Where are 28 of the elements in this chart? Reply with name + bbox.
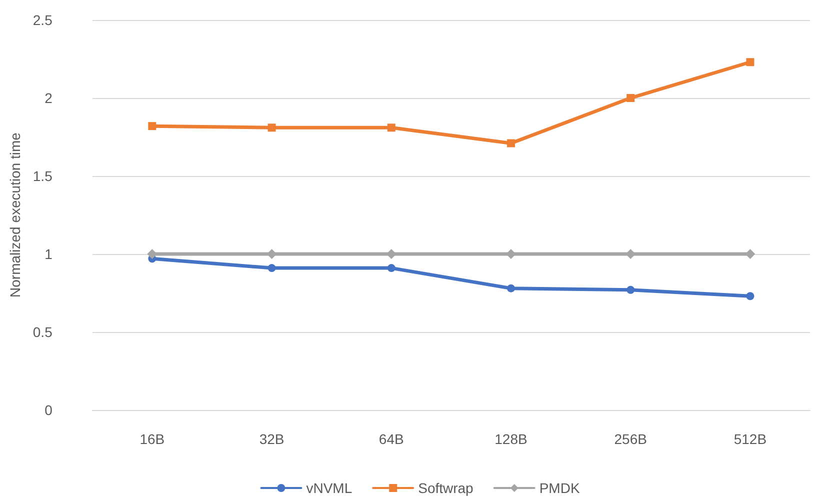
y-tick-label: 2 bbox=[44, 90, 53, 106]
x-tick-label: 16B bbox=[140, 431, 165, 447]
y-tick-label: 0.5 bbox=[32, 324, 53, 340]
point bbox=[148, 122, 156, 130]
x-tick-label: 64B bbox=[378, 431, 404, 447]
y-tick-label: 1.5 bbox=[32, 168, 53, 184]
y-tick-label: 0 bbox=[44, 402, 53, 418]
x-tick-label: 128B bbox=[494, 431, 528, 447]
legend-label: vNVML bbox=[306, 480, 352, 496]
point bbox=[626, 286, 635, 294]
y-tick-label: 1 bbox=[44, 246, 53, 262]
point bbox=[387, 124, 396, 132]
point bbox=[387, 264, 396, 272]
point bbox=[268, 264, 276, 272]
legend-label: PMDK bbox=[539, 480, 580, 496]
x-tick-label: 32B bbox=[259, 431, 284, 447]
legend-label: Softwrap bbox=[418, 480, 474, 496]
point bbox=[745, 249, 756, 259]
x-tick-label: 512B bbox=[734, 431, 767, 447]
point bbox=[268, 124, 276, 132]
point bbox=[506, 284, 515, 292]
y-tick-label: 2.5 bbox=[32, 12, 53, 28]
point bbox=[746, 292, 754, 300]
point bbox=[506, 139, 515, 148]
x-tick-label: 256B bbox=[614, 431, 647, 447]
point bbox=[626, 94, 635, 102]
point bbox=[746, 58, 754, 66]
y-axis-title: Normalized execution time bbox=[7, 132, 23, 298]
